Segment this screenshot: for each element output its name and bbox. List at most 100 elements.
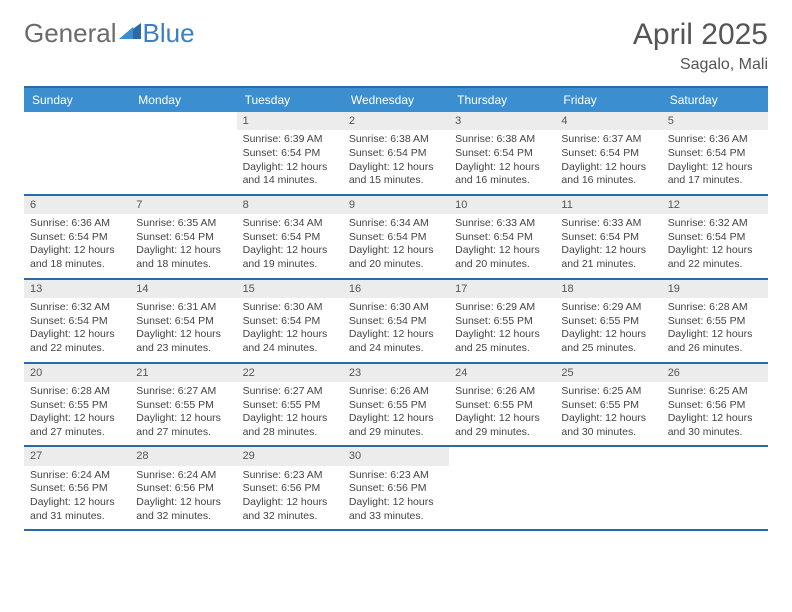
daylight-text: Daylight: 12 hours and 17 minutes. [668, 161, 762, 188]
day-number: 1 [237, 112, 343, 130]
week-row: 13Sunrise: 6:32 AMSunset: 6:54 PMDayligh… [24, 280, 768, 364]
calendar-cell: 29Sunrise: 6:23 AMSunset: 6:56 PMDayligh… [237, 447, 343, 529]
dow-sunday: Sunday [24, 88, 130, 112]
cell-body: Sunrise: 6:25 AMSunset: 6:55 PMDaylight:… [555, 382, 661, 446]
day-number: 2 [343, 112, 449, 130]
cell-body: Sunrise: 6:33 AMSunset: 6:54 PMDaylight:… [555, 214, 661, 278]
sunrise-text: Sunrise: 6:35 AM [136, 217, 230, 231]
sunset-text: Sunset: 6:55 PM [455, 399, 549, 413]
sunrise-text: Sunrise: 6:33 AM [561, 217, 655, 231]
cell-body: Sunrise: 6:33 AMSunset: 6:54 PMDaylight:… [449, 214, 555, 278]
cell-body: Sunrise: 6:24 AMSunset: 6:56 PMDaylight:… [24, 466, 130, 530]
calendar-cell: 28Sunrise: 6:24 AMSunset: 6:56 PMDayligh… [130, 447, 236, 529]
sunrise-text: Sunrise: 6:36 AM [30, 217, 124, 231]
sunrise-text: Sunrise: 6:24 AM [136, 469, 230, 483]
calendar-cell: 8Sunrise: 6:34 AMSunset: 6:54 PMDaylight… [237, 196, 343, 278]
cell-body: Sunrise: 6:24 AMSunset: 6:56 PMDaylight:… [130, 466, 236, 530]
cell-body: Sunrise: 6:30 AMSunset: 6:54 PMDaylight:… [237, 298, 343, 362]
calendar-cell: 10Sunrise: 6:33 AMSunset: 6:54 PMDayligh… [449, 196, 555, 278]
cell-body: Sunrise: 6:26 AMSunset: 6:55 PMDaylight:… [343, 382, 449, 446]
sunset-text: Sunset: 6:56 PM [349, 482, 443, 496]
calendar-cell [24, 112, 130, 194]
day-number: 8 [237, 196, 343, 214]
sunset-text: Sunset: 6:54 PM [243, 147, 337, 161]
cell-body: Sunrise: 6:23 AMSunset: 6:56 PMDaylight:… [343, 466, 449, 530]
calendar-cell: 16Sunrise: 6:30 AMSunset: 6:54 PMDayligh… [343, 280, 449, 362]
calendar-cell [662, 447, 768, 529]
week-row: 20Sunrise: 6:28 AMSunset: 6:55 PMDayligh… [24, 364, 768, 448]
day-number: 25 [555, 364, 661, 382]
cell-body: Sunrise: 6:34 AMSunset: 6:54 PMDaylight:… [237, 214, 343, 278]
day-number: 14 [130, 280, 236, 298]
day-number: 6 [24, 196, 130, 214]
calendar-cell: 20Sunrise: 6:28 AMSunset: 6:55 PMDayligh… [24, 364, 130, 446]
cell-body: Sunrise: 6:30 AMSunset: 6:54 PMDaylight:… [343, 298, 449, 362]
sunrise-text: Sunrise: 6:31 AM [136, 301, 230, 315]
location-label: Sagalo, Mali [633, 56, 768, 74]
sunset-text: Sunset: 6:54 PM [668, 231, 762, 245]
sunrise-text: Sunrise: 6:32 AM [30, 301, 124, 315]
daylight-text: Daylight: 12 hours and 24 minutes. [349, 328, 443, 355]
cell-body: Sunrise: 6:38 AMSunset: 6:54 PMDaylight:… [343, 130, 449, 194]
cell-body: Sunrise: 6:29 AMSunset: 6:55 PMDaylight:… [449, 298, 555, 362]
empty-daynum [24, 112, 130, 130]
sunset-text: Sunset: 6:54 PM [561, 231, 655, 245]
calendar-cell [130, 112, 236, 194]
sunset-text: Sunset: 6:55 PM [243, 399, 337, 413]
calendar-cell: 18Sunrise: 6:29 AMSunset: 6:55 PMDayligh… [555, 280, 661, 362]
logo: General Blue [24, 18, 195, 49]
day-number: 13 [24, 280, 130, 298]
calendar-cell: 25Sunrise: 6:25 AMSunset: 6:55 PMDayligh… [555, 364, 661, 446]
calendar-cell: 14Sunrise: 6:31 AMSunset: 6:54 PMDayligh… [130, 280, 236, 362]
day-number: 20 [24, 364, 130, 382]
logo-text-blue: Blue [143, 18, 195, 49]
calendar-cell: 30Sunrise: 6:23 AMSunset: 6:56 PMDayligh… [343, 447, 449, 529]
calendar-cell: 11Sunrise: 6:33 AMSunset: 6:54 PMDayligh… [555, 196, 661, 278]
cell-body: Sunrise: 6:32 AMSunset: 6:54 PMDaylight:… [24, 298, 130, 362]
day-number: 19 [662, 280, 768, 298]
week-row: 1Sunrise: 6:39 AMSunset: 6:54 PMDaylight… [24, 112, 768, 196]
sunrise-text: Sunrise: 6:30 AM [349, 301, 443, 315]
logo-triangle-icon [119, 21, 141, 46]
sunrise-text: Sunrise: 6:24 AM [30, 469, 124, 483]
sunrise-text: Sunrise: 6:26 AM [455, 385, 549, 399]
sunset-text: Sunset: 6:54 PM [136, 231, 230, 245]
daylight-text: Daylight: 12 hours and 28 minutes. [243, 412, 337, 439]
sunset-text: Sunset: 6:56 PM [136, 482, 230, 496]
calendar-cell: 24Sunrise: 6:26 AMSunset: 6:55 PMDayligh… [449, 364, 555, 446]
day-number: 15 [237, 280, 343, 298]
calendar-cell: 12Sunrise: 6:32 AMSunset: 6:54 PMDayligh… [662, 196, 768, 278]
page-header: General Blue April 2025 Sagalo, Mali [24, 18, 768, 74]
empty-daynum [555, 447, 661, 465]
calendar-cell: 5Sunrise: 6:36 AMSunset: 6:54 PMDaylight… [662, 112, 768, 194]
sunset-text: Sunset: 6:55 PM [136, 399, 230, 413]
sunset-text: Sunset: 6:54 PM [561, 147, 655, 161]
sunrise-text: Sunrise: 6:23 AM [349, 469, 443, 483]
day-number: 22 [237, 364, 343, 382]
sunrise-text: Sunrise: 6:34 AM [349, 217, 443, 231]
dow-wednesday: Wednesday [343, 88, 449, 112]
cell-body: Sunrise: 6:31 AMSunset: 6:54 PMDaylight:… [130, 298, 236, 362]
sunrise-text: Sunrise: 6:38 AM [455, 133, 549, 147]
sunset-text: Sunset: 6:54 PM [349, 231, 443, 245]
empty-daynum [662, 447, 768, 465]
daylight-text: Daylight: 12 hours and 32 minutes. [136, 496, 230, 523]
cell-body: Sunrise: 6:38 AMSunset: 6:54 PMDaylight:… [449, 130, 555, 194]
sunset-text: Sunset: 6:56 PM [30, 482, 124, 496]
weeks-container: 1Sunrise: 6:39 AMSunset: 6:54 PMDaylight… [24, 112, 768, 531]
calendar-cell: 19Sunrise: 6:28 AMSunset: 6:55 PMDayligh… [662, 280, 768, 362]
sunset-text: Sunset: 6:54 PM [455, 231, 549, 245]
sunrise-text: Sunrise: 6:28 AM [30, 385, 124, 399]
calendar-cell: 21Sunrise: 6:27 AMSunset: 6:55 PMDayligh… [130, 364, 236, 446]
sunrise-text: Sunrise: 6:28 AM [668, 301, 762, 315]
calendar-cell [555, 447, 661, 529]
cell-body: Sunrise: 6:29 AMSunset: 6:55 PMDaylight:… [555, 298, 661, 362]
day-number: 21 [130, 364, 236, 382]
daylight-text: Daylight: 12 hours and 31 minutes. [30, 496, 124, 523]
daylight-text: Daylight: 12 hours and 16 minutes. [455, 161, 549, 188]
cell-body: Sunrise: 6:26 AMSunset: 6:55 PMDaylight:… [449, 382, 555, 446]
day-number: 30 [343, 447, 449, 465]
calendar-cell: 3Sunrise: 6:38 AMSunset: 6:54 PMDaylight… [449, 112, 555, 194]
daylight-text: Daylight: 12 hours and 29 minutes. [349, 412, 443, 439]
daylight-text: Daylight: 12 hours and 22 minutes. [668, 244, 762, 271]
